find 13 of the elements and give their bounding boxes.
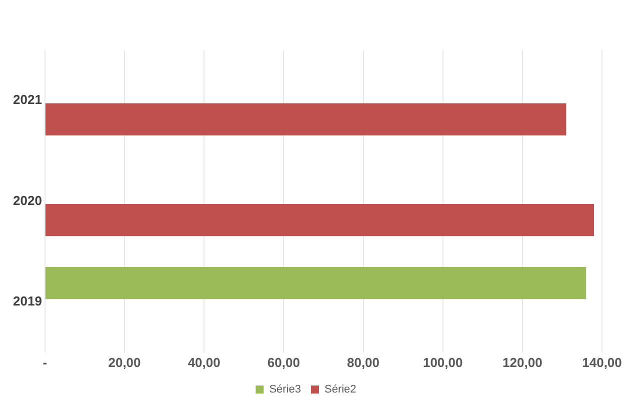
x-tick-label: 20,00 xyxy=(108,354,141,370)
x-tick-label: 100,00 xyxy=(422,354,463,370)
x-tick-label: 40,00 xyxy=(188,354,220,370)
x-tick-label: 140,00 xyxy=(582,354,622,370)
x-tick-label: - xyxy=(42,354,48,370)
x-tick-label: 60,00 xyxy=(267,354,300,370)
legend-label: Série3 xyxy=(269,384,301,396)
x-tick-label: 80,00 xyxy=(346,354,380,370)
y-tick-label: 2019 xyxy=(13,294,42,309)
y-tick-label: 2020 xyxy=(13,192,42,208)
legend-label: Série2 xyxy=(324,384,356,396)
y-tick-label: 2021 xyxy=(13,92,42,107)
x-tick-label: 120,00 xyxy=(502,354,542,370)
